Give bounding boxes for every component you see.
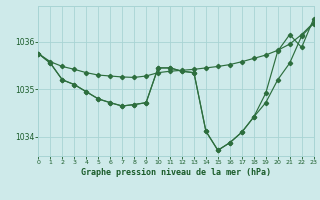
X-axis label: Graphe pression niveau de la mer (hPa): Graphe pression niveau de la mer (hPa) [81, 168, 271, 177]
